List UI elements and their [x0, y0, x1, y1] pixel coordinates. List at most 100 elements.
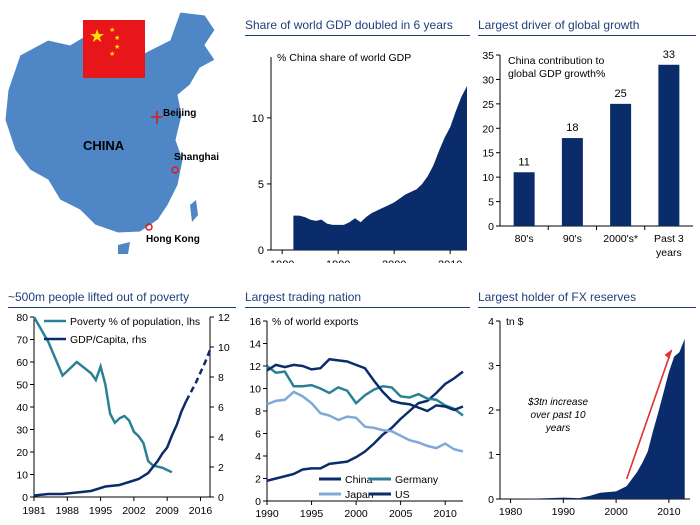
panel-title: Largest holder of FX reserves: [478, 290, 637, 304]
legend-label-poverty: Poverty % of population, lhs: [70, 316, 200, 328]
x-tick-label: 2000: [344, 508, 368, 520]
bar: [658, 64, 680, 227]
beijing-marker-icon: [151, 111, 163, 124]
y-left-tick-label: 40: [16, 402, 28, 414]
legend-label: Germany: [395, 474, 439, 486]
x-tick-label: 2010: [657, 506, 681, 518]
title-rule: [478, 35, 696, 36]
y-tick-label: 12: [249, 361, 261, 373]
x-tick-label: 2000's*: [603, 233, 638, 245]
y-tick-label: 0: [255, 496, 261, 508]
china-flag-icon: ★ ★ ★ ★ ★: [83, 20, 145, 78]
y-left-tick-label: 50: [16, 380, 28, 392]
y-right-tick-label: 2: [218, 462, 224, 474]
y-tick-label: 20: [482, 123, 494, 135]
bar: [513, 172, 535, 226]
poverty-chart: 0 10 20 30 40 50 60 70 80 0 2 4 6 8 10 12 1981 1988 1995 20…: [16, 312, 230, 517]
x-tick-label: 2010: [434, 508, 458, 520]
x-tick-label: 2000: [604, 506, 628, 518]
y-axis-label: % of world exports: [272, 316, 358, 328]
y-tick-label: 4: [488, 316, 494, 328]
title-rule: [245, 35, 470, 36]
y-right-tick-label: 10: [218, 342, 230, 354]
x-tick-label: 80's: [515, 233, 534, 245]
y-tick-label: 2: [488, 405, 494, 417]
y-left-tick-label: 60: [16, 357, 28, 369]
country-label: CHINA: [83, 138, 125, 153]
flag-stars: ★ ★ ★ ★ ★: [89, 26, 120, 58]
y-left-tick-label: 10: [16, 470, 28, 482]
svg-text:★: ★: [109, 50, 115, 58]
y-tick-label: 5: [488, 197, 494, 209]
legend-label: Japan: [345, 489, 374, 501]
fx-chart: 0 1 2 3 4 1980 1990 2000 2010 tn $ $3tn increase ov…: [488, 316, 690, 518]
svg-text:★: ★: [114, 43, 120, 51]
growth-driver-chart: 0 5 10 15 20 25 30 35 11 80's 18 90's 25 2000's* 33 Pas…: [482, 49, 693, 259]
y-tick-label: 0: [488, 221, 494, 233]
fx-reserves-area: [500, 338, 685, 499]
x-tick-label: 2009: [156, 505, 180, 517]
city-label-beijing: Beijing: [163, 108, 197, 119]
bar: [610, 103, 632, 226]
annotation-text: over past 10: [530, 410, 585, 421]
annotation-text: $3tn increase: [527, 397, 588, 408]
trade-line-japan: [266, 390, 464, 453]
hainan-shape: [118, 242, 130, 254]
trade-line-germany: [266, 365, 464, 417]
poverty-line: [32, 316, 173, 474]
y-right-tick-label: 4: [218, 432, 224, 444]
x-tick-label: 90's: [563, 233, 582, 245]
china-map-panel: ★ ★ ★ ★ ★ CHINA Beijing Shanghai Hong Ko…: [0, 0, 235, 262]
bar-value-label: 18: [566, 122, 578, 134]
title-rule: [245, 307, 470, 308]
panel-title: Share of world GDP doubled in 6 years: [245, 18, 453, 32]
y-tick-label: 2: [255, 474, 261, 486]
x-tick-label: Past 3: [654, 233, 684, 245]
y-axis-label: global GDP growth%: [508, 68, 605, 80]
y-axis-label: China contribution to: [508, 55, 604, 67]
increase-arrow-line: [625, 349, 673, 480]
growth-driver-panel: Largest driver of global growth 0 5 10 15 20…: [478, 18, 700, 263]
y-tick-label: 4: [255, 451, 261, 463]
y-tick-label: 14: [249, 339, 261, 351]
y-left-tick-label: 80: [16, 312, 28, 324]
y-tick-label: 0: [488, 494, 494, 506]
poverty-panel: ~500m people lifted out of poverty 0 10 20…: [8, 290, 238, 525]
gdp-share-area: [293, 86, 467, 250]
fx-panel: Largest holder of FX reserves 0 1 2 3 4 1980 1…: [478, 290, 700, 525]
x-tick-label: 1981: [22, 505, 46, 517]
y-tick-label: 35: [482, 50, 494, 62]
hongkong-marker-icon: [145, 223, 153, 231]
x-tick-label: 1980: [499, 506, 523, 518]
city-label-shanghai: Shanghai: [174, 152, 220, 163]
y-right-tick-label: 6: [218, 402, 224, 414]
legend-label: China: [345, 474, 373, 486]
city-markers: [145, 111, 179, 231]
x-tick-label: years: [656, 247, 682, 259]
shanghai-marker-icon: [171, 166, 179, 174]
x-tick-label: 1980: [270, 259, 294, 263]
x-tick-label: 1995: [300, 508, 324, 520]
x-tick-label: 1988: [56, 505, 80, 517]
y-tick-label: 25: [482, 99, 494, 111]
city-label-hongkong: Hong Kong: [146, 234, 200, 245]
legend-label-gdp: GDP/Capita, rhs: [70, 334, 146, 346]
y-tick-label: 10: [249, 384, 261, 396]
y-right-tick-label: 12: [218, 312, 230, 324]
y-axis-label: tn $: [506, 316, 524, 328]
y-left-tick-label: 30: [16, 425, 28, 437]
taiwan-shape: [190, 200, 198, 222]
y-axis-label: % China share of world GDP: [277, 52, 411, 64]
x-tick-label: 2010: [438, 259, 462, 263]
bar: [561, 138, 583, 226]
y-left-tick-label: 0: [22, 492, 28, 504]
x-tick-label: 2000: [382, 259, 406, 263]
increase-arrow-head-icon: [664, 349, 672, 359]
trade-chart: 0 2 4 6 8 10 12 14 16 1990 1995 2000 2005 2010 % of wo…: [249, 316, 464, 520]
y-tick-label: 10: [252, 113, 264, 125]
svg-text:★: ★: [109, 26, 115, 34]
panel-title: Largest driver of global growth: [478, 18, 640, 32]
y-tick-label: 6: [255, 429, 261, 441]
svg-text:★: ★: [114, 34, 120, 42]
gdp-share-panel: Share of world GDP doubled in 6 years 0 5…: [245, 18, 470, 263]
